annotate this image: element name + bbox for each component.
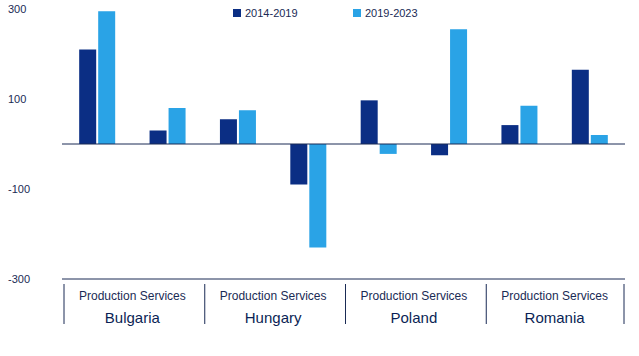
bar xyxy=(220,119,237,144)
group-separator xyxy=(204,284,205,324)
chart-svg: -300 -100 100 300 Production Services Bulgari… xyxy=(0,0,639,356)
bar xyxy=(309,144,326,248)
group-separator xyxy=(64,284,65,324)
group-separator xyxy=(345,284,346,324)
legend-label: 2014-2019 xyxy=(245,7,298,19)
group-name: Production Services xyxy=(220,289,327,303)
bar xyxy=(450,29,467,144)
y-tick-label: 300 xyxy=(8,3,26,15)
bar xyxy=(150,131,167,145)
group-separator xyxy=(624,284,625,324)
y-tick-label: -100 xyxy=(8,183,30,195)
bar xyxy=(520,106,537,144)
axis-line xyxy=(62,279,625,280)
bar xyxy=(361,100,378,144)
bar xyxy=(380,144,397,154)
group-label: Bulgaria xyxy=(105,309,161,326)
legend-swatch xyxy=(233,9,241,17)
group-name: Production Services xyxy=(361,289,468,303)
group-name: Production Services xyxy=(501,289,608,303)
bar xyxy=(239,110,256,144)
bar xyxy=(572,70,589,144)
chart-container: -300 -100 100 300 Production Services Bulgari… xyxy=(0,0,639,356)
legend-swatch xyxy=(353,9,361,17)
group-label: Poland xyxy=(391,309,438,326)
group-label: Hungary xyxy=(245,309,302,326)
bars xyxy=(79,11,608,247)
bar xyxy=(98,11,115,144)
bar xyxy=(169,108,186,144)
bar xyxy=(431,144,448,155)
bar xyxy=(591,135,608,144)
y-tick-label: -300 xyxy=(8,273,30,285)
legend-label: 2019-2023 xyxy=(365,7,418,19)
baseline xyxy=(62,144,625,145)
bar xyxy=(290,144,307,185)
y-tick-label: 100 xyxy=(8,93,26,105)
bar xyxy=(79,50,96,145)
bar xyxy=(501,125,518,144)
group-label: Romania xyxy=(525,309,586,326)
group-name: Production Services xyxy=(79,289,186,303)
group-separator xyxy=(486,284,487,324)
